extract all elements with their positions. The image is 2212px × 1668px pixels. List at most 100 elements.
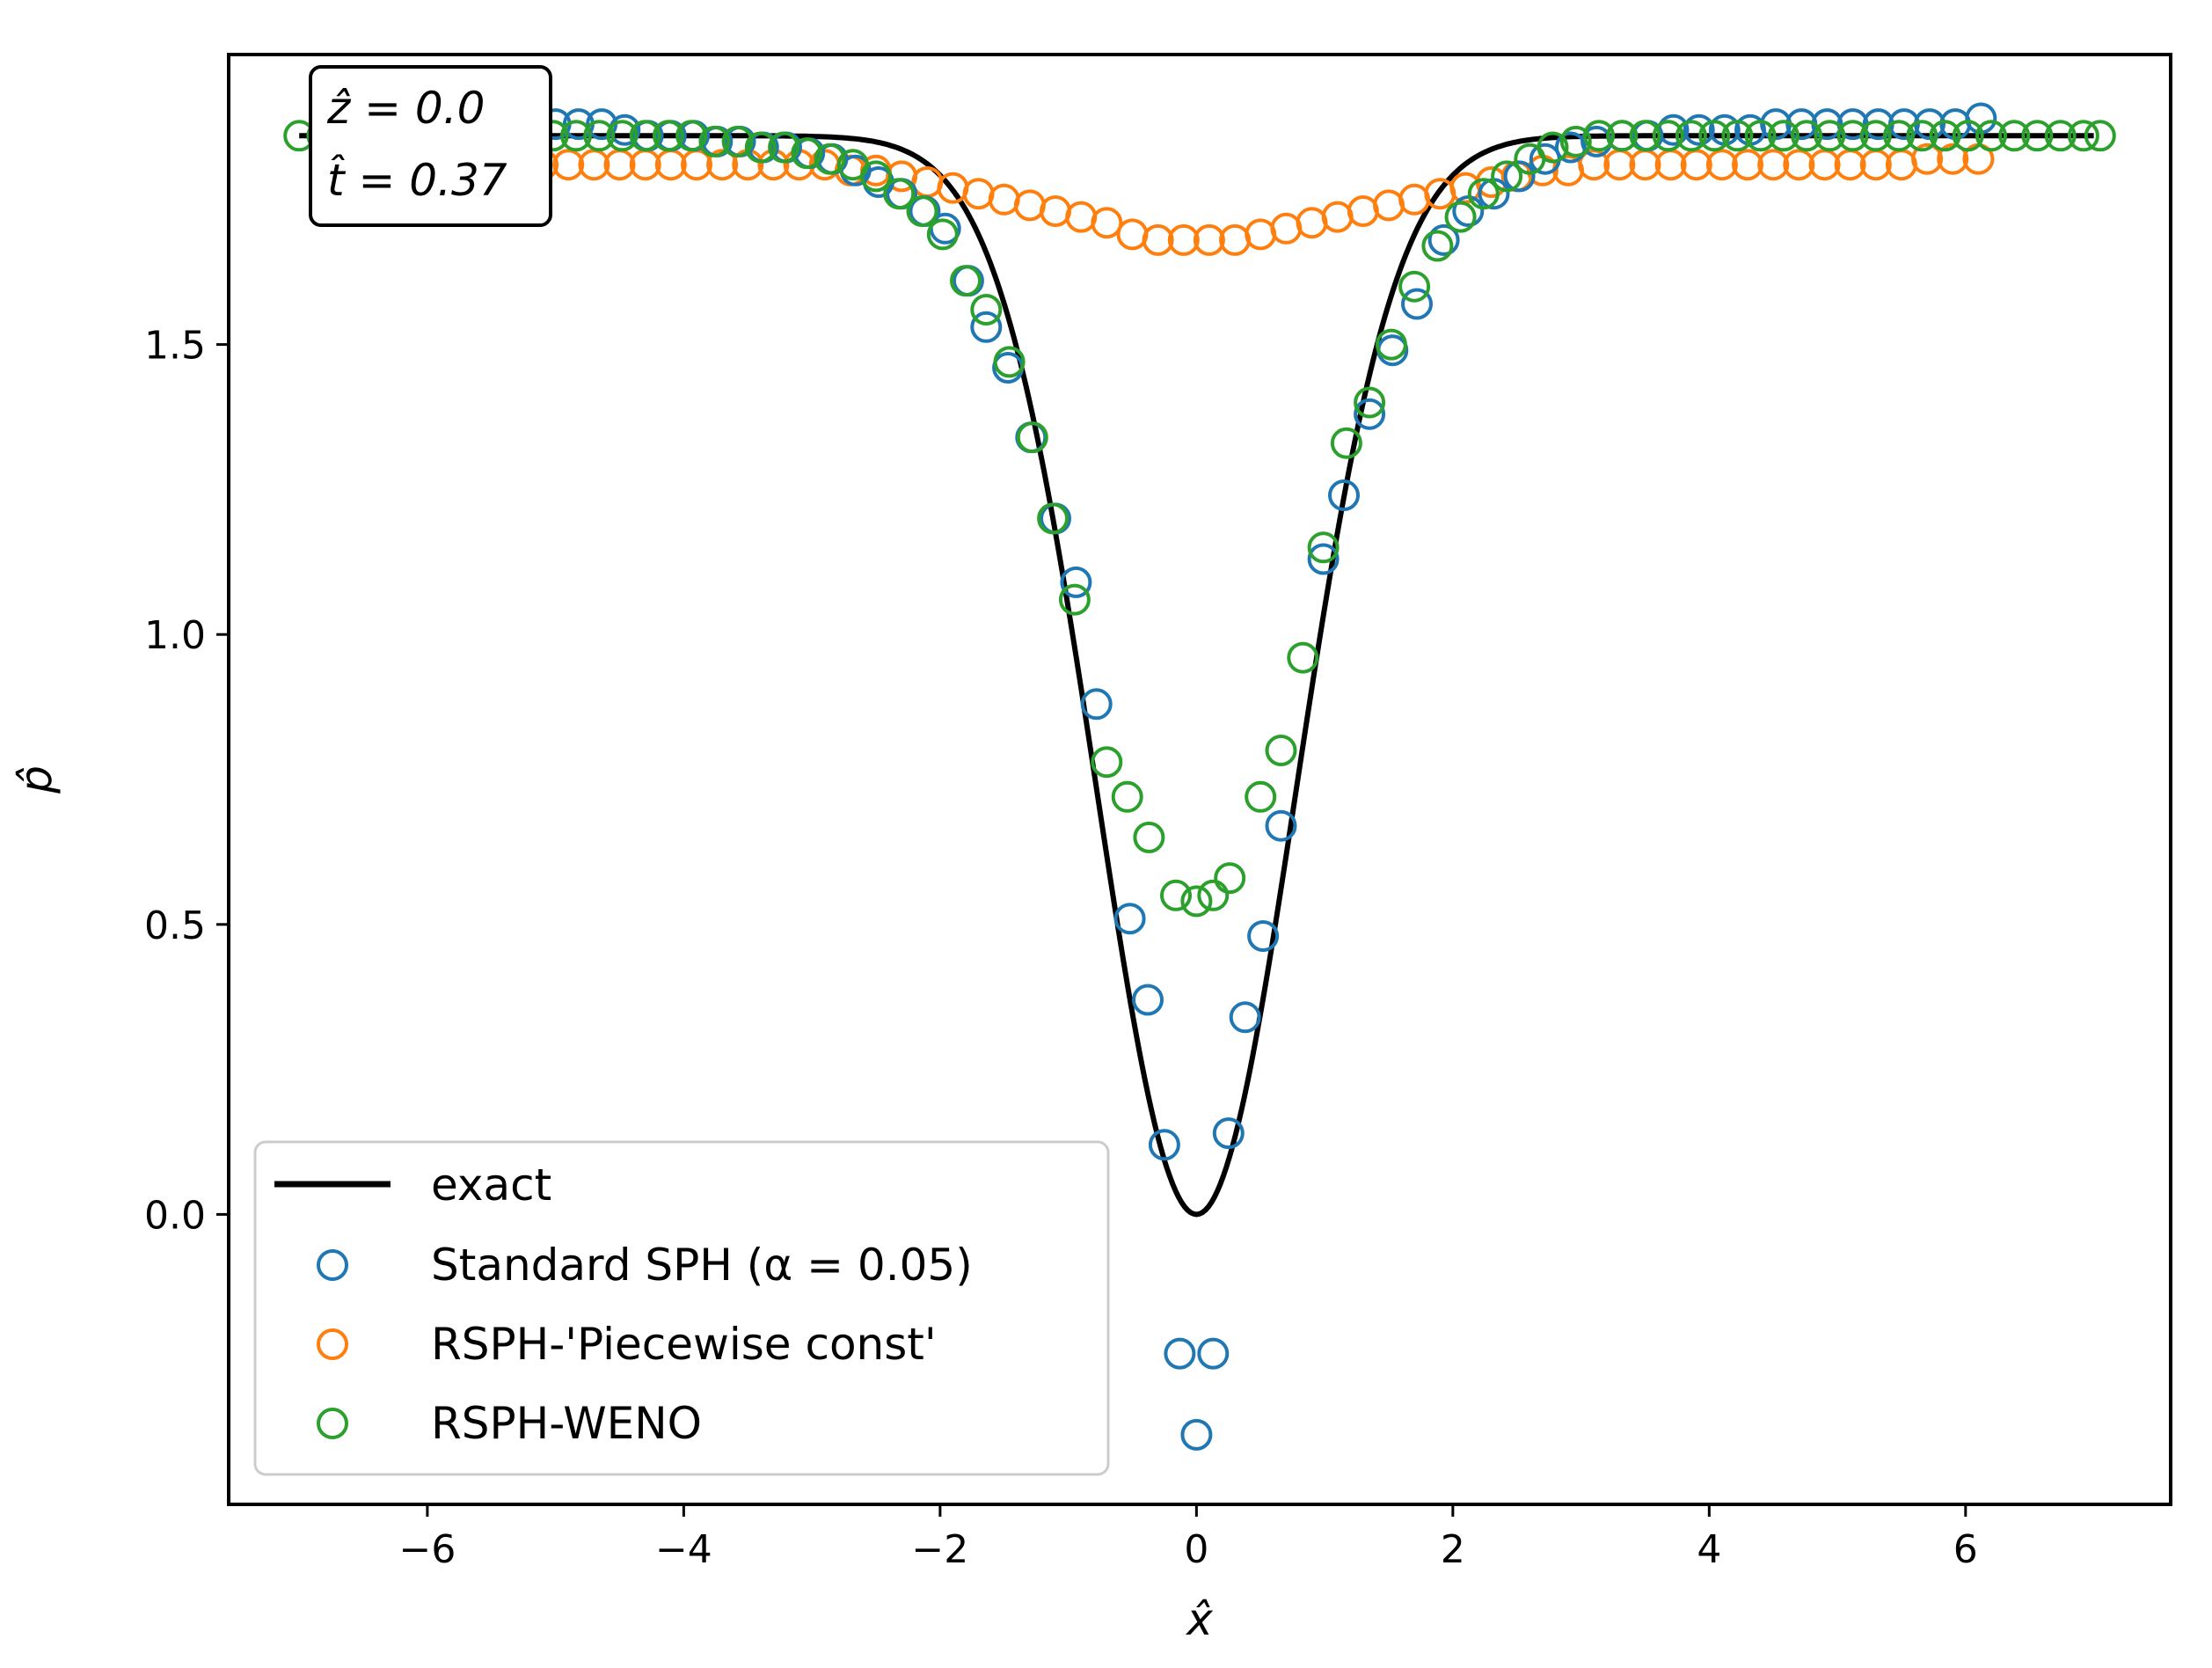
rsph-weno-point <box>1444 201 1477 233</box>
rsph-weno-point <box>1767 120 1800 152</box>
info-z-text: ẑ = 0.0 <box>326 83 485 134</box>
standard-sph-point <box>1265 809 1297 842</box>
rsph-piecewise-point <box>1296 207 1328 239</box>
rsph-weno-point <box>1559 125 1592 157</box>
rsph-piecewise-point <box>1783 149 1815 181</box>
rsph-weno-point <box>1859 120 1892 152</box>
standard-sph-point <box>1132 984 1164 1016</box>
rsph-piecewise-point <box>1705 149 1738 181</box>
rsph-piecewise-point <box>1167 223 1200 256</box>
standard-sph-point <box>1503 160 1536 193</box>
rsph-weno-point <box>1629 120 1661 152</box>
rsph-weno-point <box>860 160 892 193</box>
legend-rsph-piecewise-marker <box>317 1328 348 1360</box>
rsph-weno-point <box>1814 120 1846 152</box>
rsph-weno-point <box>1883 120 1915 152</box>
standard-sph-point <box>1247 920 1280 952</box>
rsph-weno-point <box>2044 120 2077 152</box>
standard-sph-point <box>1164 1337 1196 1370</box>
rsph-weno-point <box>1245 780 1277 813</box>
series-rsph-weno <box>283 120 2116 918</box>
rsph-weno-point <box>606 120 639 152</box>
y-axis-label: p̂ <box>11 765 62 794</box>
legend-standard-sph-marker <box>317 1249 348 1281</box>
x-tick-label: 4 <box>1697 1527 1721 1572</box>
rsph-weno-point <box>1537 131 1569 164</box>
rsph-weno-point <box>970 294 1003 326</box>
x-axis-label: x̂ <box>1185 1594 1213 1645</box>
rsph-piecewise-point <box>1373 189 1405 222</box>
rsph-piecewise-point <box>1732 149 1763 181</box>
rsph-weno-point <box>1698 120 1731 152</box>
rsph-weno-point <box>1160 879 1192 911</box>
rsph-piecewise-point <box>1040 195 1071 227</box>
rsph-weno-point <box>1180 885 1213 918</box>
rsph-weno-point <box>906 195 938 227</box>
rsph-piecewise-point <box>1757 149 1790 181</box>
y-tick-label: 0.5 <box>144 904 206 948</box>
legend-rsph-piecewise-label: RSPH-'Piecewise const' <box>431 1319 937 1370</box>
standard-sph-point <box>1307 543 1340 575</box>
rsph-piecewise-point <box>1398 183 1431 216</box>
standard-sph-point <box>1229 1001 1261 1034</box>
y-tick-label: 1.5 <box>144 324 206 369</box>
rsph-weno-point <box>698 125 731 157</box>
rsph-weno-point <box>1791 120 1823 152</box>
rsph-piecewise-point <box>1321 201 1354 233</box>
rsph-weno-point <box>950 265 982 297</box>
rsph-weno-point <box>1037 502 1069 535</box>
rsph-weno-point <box>1721 120 1754 152</box>
standard-sph-point <box>1080 688 1113 721</box>
rsph-weno-point <box>1330 427 1362 459</box>
rsph-piecewise-point <box>1065 201 1098 233</box>
standard-sph-point <box>1683 113 1715 146</box>
rsph-weno-point <box>721 125 754 157</box>
standard-sph-point <box>1212 1117 1245 1150</box>
legend-frame <box>253 1140 1110 1476</box>
rsph-piecewise-point <box>962 178 995 210</box>
rsph-weno-point <box>2084 120 2116 152</box>
info-box-frame <box>309 65 552 227</box>
rsph-weno-point <box>583 120 616 152</box>
legend-rsph-weno-label: RSPH-WENO <box>431 1398 702 1449</box>
rsph-piecewise-point <box>552 149 585 181</box>
rsph-weno-point <box>1675 120 1707 152</box>
rsph-weno-point <box>1929 120 1961 152</box>
standard-sph-point <box>1401 288 1433 320</box>
rsph-weno-point <box>1398 270 1431 303</box>
plot-marks <box>283 102 2116 1451</box>
standard-sph-point <box>1427 223 1460 256</box>
rsph-weno-point <box>883 178 916 210</box>
standard-sph-point <box>1180 1418 1213 1451</box>
standard-sph-point <box>1328 479 1360 511</box>
x-tick-label: −6 <box>398 1527 456 1572</box>
info-t-text: t̂ = 0.37 <box>327 154 507 206</box>
standard-sph-point <box>1197 1337 1230 1370</box>
legend-rsph-weno-marker <box>317 1408 348 1439</box>
rsph-weno-point <box>560 120 592 152</box>
x-tick-label: 6 <box>1953 1527 1978 1572</box>
rsph-weno-point <box>1998 120 2031 152</box>
x-tick-label: −4 <box>655 1527 712 1572</box>
legend-standard-sph-label: Standard SPH (α = 0.05) <box>431 1240 973 1291</box>
rsph-piecewise-point <box>1911 143 1944 175</box>
standard-sph-point <box>1113 903 1146 935</box>
rsph-weno-point <box>1287 641 1319 674</box>
rsph-weno-point <box>1836 120 1869 152</box>
rsph-weno-point <box>814 143 846 175</box>
rsph-piecewise-point <box>911 166 944 198</box>
rsph-weno-point <box>926 218 959 251</box>
rsph-weno-point <box>1467 178 1500 210</box>
rsph-weno-point <box>1265 735 1297 766</box>
rsph-weno-point <box>1975 120 2007 152</box>
series-rsph-piecewise <box>475 143 1995 256</box>
rsph-weno-point <box>1197 879 1230 911</box>
rsph-weno-point <box>744 131 777 164</box>
standard-sph-point <box>1148 1129 1180 1161</box>
rsph-weno-point <box>652 120 684 152</box>
rsph-weno-point <box>2067 120 2099 152</box>
rsph-weno-point <box>1111 780 1143 813</box>
rsph-weno-point <box>1058 583 1091 616</box>
plot-frame <box>227 53 2172 1506</box>
rsph-weno-point <box>1091 746 1123 779</box>
